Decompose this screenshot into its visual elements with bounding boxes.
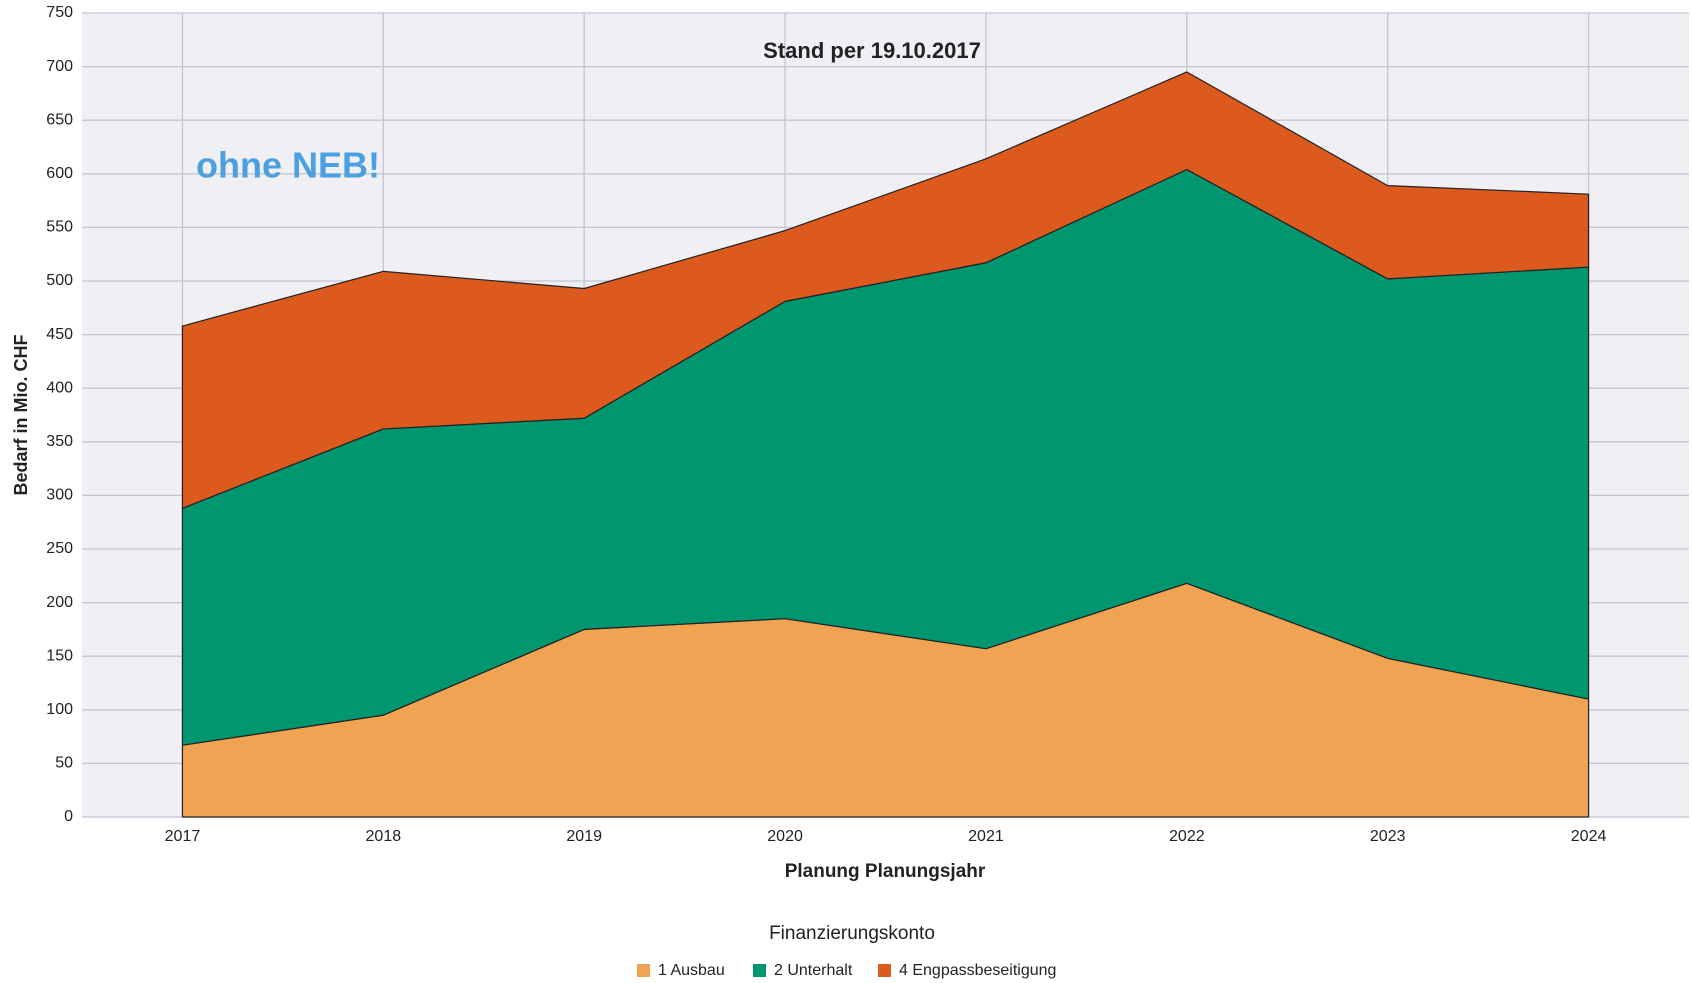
legend-swatch: [753, 964, 766, 977]
y-tick-label: 700: [46, 58, 73, 75]
legend-label: 4 Engpassbeseitigung: [899, 962, 1056, 979]
legend-title: Finanzierungskonto: [769, 923, 935, 944]
y-tick-label: 550: [46, 219, 73, 236]
y-tick-label: 100: [46, 701, 73, 718]
y-tick-label: 500: [46, 272, 73, 289]
y-tick-label: 200: [46, 594, 73, 611]
y-tick-label: 650: [46, 111, 73, 128]
legend: 1 Ausbau 2 Unterhalt 4 Engpassbeseitigung: [637, 962, 1056, 979]
x-tick-label: 2017: [165, 828, 201, 845]
legend-label: 2 Unterhalt: [774, 962, 853, 979]
y-tick-label: 250: [46, 540, 73, 557]
x-tick-label: 2023: [1370, 828, 1406, 845]
areas: [181, 71, 1590, 818]
y-tick-label: 50: [55, 755, 73, 772]
x-tick-label: 2022: [1169, 828, 1205, 845]
y-tick-label: 400: [46, 379, 73, 396]
x-tick-label: 2019: [566, 828, 602, 845]
x-tick-label: 2020: [767, 828, 803, 845]
area: [181, 71, 1590, 509]
x-axis-label: Planung Planungsjahr: [785, 861, 986, 882]
legend-swatch: [878, 964, 891, 977]
y-tick-label: 150: [46, 647, 73, 664]
y-tick-label: 450: [46, 326, 73, 343]
y-tick-label: 750: [46, 4, 73, 21]
y-tick-label: 300: [46, 487, 73, 504]
y-tick-label: 0: [64, 808, 73, 825]
legend-label: 1 Ausbau: [658, 962, 725, 979]
labels: 0 50 100 150 200 250 300 350 400 450 500 550 600 650 7…: [46, 4, 1606, 845]
chart-title: Stand per 19.10.2017: [763, 38, 981, 63]
x-tick-label: 2024: [1571, 828, 1607, 845]
y-tick-label: 350: [46, 433, 73, 450]
annotation: ohne NEB!: [196, 145, 380, 186]
x-tick-label: 2021: [968, 828, 1004, 845]
x-tick-label: 2018: [366, 828, 402, 845]
legend-swatch: [637, 964, 650, 977]
y-tick-label: 600: [46, 165, 73, 182]
y-axis-label: Bedarf in Mio. CHF: [11, 334, 31, 495]
